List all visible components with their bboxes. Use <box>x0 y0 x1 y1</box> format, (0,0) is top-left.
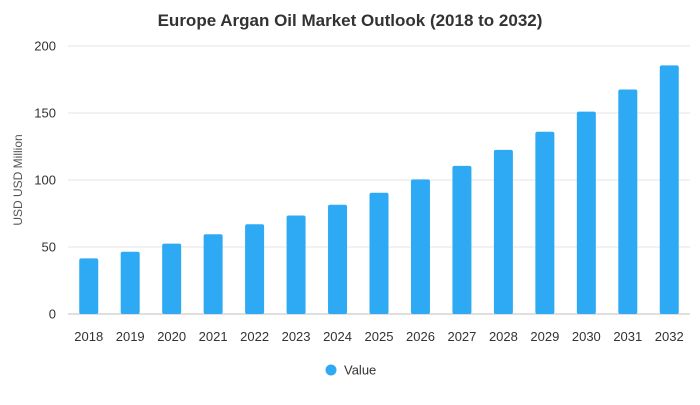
x-tick-label-2019: 2019 <box>116 329 145 344</box>
bar-2027[interactable] <box>452 165 472 314</box>
bar-2030[interactable] <box>576 111 596 314</box>
bar-2020[interactable] <box>162 243 182 314</box>
x-tick-label-2022: 2022 <box>240 329 269 344</box>
y-tick-label-0: 0 <box>49 307 56 322</box>
bar-2022[interactable] <box>245 224 265 314</box>
x-tick-label-2026: 2026 <box>406 329 435 344</box>
x-tick-label-2028: 2028 <box>489 329 518 344</box>
bar-2023[interactable] <box>286 215 306 314</box>
bar-2018[interactable] <box>79 258 99 314</box>
x-tick-label-2027: 2027 <box>447 329 476 344</box>
x-tick-label-2025: 2025 <box>365 329 394 344</box>
bar-2021[interactable] <box>203 234 223 314</box>
bar-2029[interactable] <box>535 131 555 314</box>
x-tick-label-2032: 2032 <box>655 329 684 344</box>
y-tick-label-100: 100 <box>34 173 56 188</box>
y-axis-ticks: 0 50 100 150 200 <box>34 39 56 322</box>
x-tick-label-2030: 2030 <box>572 329 601 344</box>
x-tick-label-2029: 2029 <box>530 329 559 344</box>
x-tick-label-2020: 2020 <box>157 329 186 344</box>
x-tick-label-2018: 2018 <box>74 329 103 344</box>
bar-2024[interactable] <box>328 204 348 314</box>
legend: Value <box>325 363 376 378</box>
bar-2032[interactable] <box>659 65 679 315</box>
bar-2031[interactable] <box>618 89 638 314</box>
y-axis-label: USD USD Million <box>11 134 25 225</box>
legend-swatch <box>325 364 337 376</box>
x-tick-label-2021: 2021 <box>199 329 228 344</box>
bar-2025[interactable] <box>369 192 389 314</box>
x-tick-label-2023: 2023 <box>282 329 311 344</box>
x-tick-label-2031: 2031 <box>613 329 642 344</box>
y-tick-label-150: 150 <box>34 106 56 121</box>
x-tick-label-2024: 2024 <box>323 329 352 344</box>
y-tick-label-200: 200 <box>34 39 56 54</box>
legend-label: Value <box>344 363 376 378</box>
bar-2019[interactable] <box>120 251 140 314</box>
bar-2028[interactable] <box>493 149 513 314</box>
chart-title: Europe Argan Oil Market Outlook (2018 to… <box>158 11 543 30</box>
x-axis-ticks: 2018 2019 2020 2021 2022 2023 2024 2025 2026 2027… <box>74 329 683 344</box>
y-tick-label-50: 50 <box>42 240 56 255</box>
bars <box>79 65 679 315</box>
bar-2026[interactable] <box>410 179 430 314</box>
